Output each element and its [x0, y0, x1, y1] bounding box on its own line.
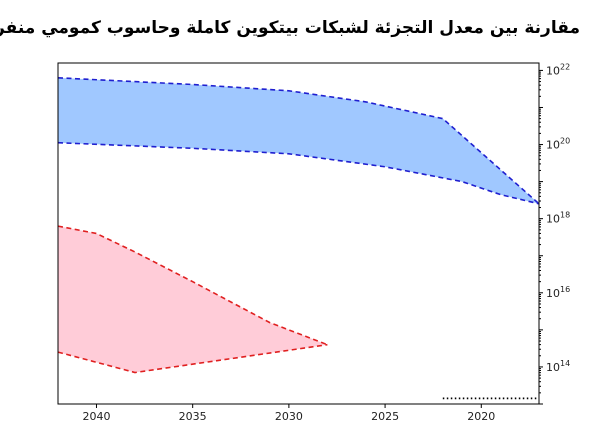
- y-tick-label-18: 1018: [546, 211, 570, 226]
- y-tick-label-16: 1016: [546, 285, 570, 300]
- chart-areas: [58, 77, 539, 373]
- chart-title: مقارنة بين معدل التجزئة لشبكات بيتكوين ك…: [0, 18, 580, 38]
- area-band-0: [58, 77, 539, 204]
- x-tick-label-2020: 2020: [467, 410, 495, 423]
- y-tick-label-14: 1014: [546, 359, 570, 374]
- x-tick-label-2040: 2040: [82, 410, 110, 423]
- y-tick-label-20: 1020: [546, 137, 570, 152]
- lower-bound-line-1: [57, 343, 328, 374]
- y-tick-label-22: 1022: [546, 62, 570, 77]
- chart-lines: [57, 77, 540, 400]
- upper-bound-line-1: [57, 225, 328, 346]
- area-band-1: [58, 226, 328, 373]
- x-tick-label-2030: 2030: [275, 410, 303, 423]
- y-axis: 1014 1016 1018 1020 1022: [539, 62, 570, 405]
- upper-bound-line-0: [57, 77, 540, 205]
- x-tick-label-2035: 2035: [179, 410, 207, 423]
- x-tick-label-2025: 2025: [371, 410, 399, 423]
- x-axis: 2040 2035 2030 2025 2020: [82, 404, 495, 423]
